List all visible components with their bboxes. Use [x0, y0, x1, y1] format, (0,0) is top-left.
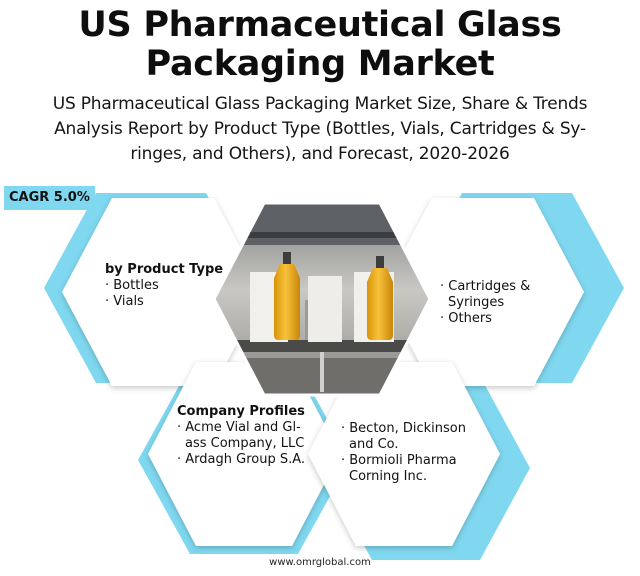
- hex-company-profiles: [148, 362, 340, 546]
- title-line-2: Packaging Market: [145, 44, 495, 84]
- bottle-left: [274, 252, 300, 340]
- title-line-1: US Pharmaceutical Glass: [78, 5, 562, 45]
- hex-product-type-more: [382, 198, 584, 386]
- company-profiles-block: Company Profiles · Acme Vial and Gl- ass…: [177, 404, 305, 468]
- subtitle-line-1: US Pharmaceutical Glass Packaging Market…: [52, 94, 588, 114]
- subtitle-line-2: Analysis Report by Product Type (Bottles…: [54, 119, 586, 139]
- list-item: ass Company, LLC: [185, 436, 305, 451]
- page-title: US Pharmaceutical Glass Packaging Market: [0, 6, 640, 84]
- center-photo-hex: [214, 203, 430, 395]
- list-item: Corning Inc.: [349, 469, 427, 484]
- cagr-badge: CAGR 5.0%: [4, 186, 95, 210]
- list-item: · Acme Vial and Gl-: [177, 420, 301, 435]
- list-item: · Cartridges &: [440, 279, 531, 294]
- page-subtitle: US Pharmaceutical Glass Packaging Market…: [10, 92, 630, 167]
- list-item: · Becton, Dickinson: [341, 421, 466, 436]
- hex-product-type: [62, 198, 264, 386]
- list-item: Syringes: [448, 295, 505, 310]
- product-type-heading: by Product Type: [105, 262, 224, 277]
- list-item: · Vials: [105, 294, 144, 309]
- list-item: · Others: [440, 311, 492, 326]
- company-profiles-more-block: · Becton, Dickinson and Co. · Bormioli P…: [341, 421, 466, 485]
- list-item: and Co.: [349, 437, 399, 452]
- product-type-block: by Product Type · Bottles · Vials: [105, 262, 223, 310]
- list-item: · Bormioli Pharma: [341, 453, 457, 468]
- list-item: · Bottles: [105, 278, 159, 293]
- subtitle-line-3: ringes, and Others), and Forecast, 2020-…: [130, 144, 510, 164]
- product-type-more-block: · Cartridges & Syringes · Others: [440, 279, 530, 327]
- company-profiles-heading: Company Profiles: [177, 404, 305, 419]
- list-item: · Ardagh Group S.A.: [177, 452, 306, 467]
- footer-url: www.omrglobal.com: [269, 557, 371, 568]
- hex-company-profiles-more: [308, 362, 500, 546]
- bottle-right: [367, 256, 393, 340]
